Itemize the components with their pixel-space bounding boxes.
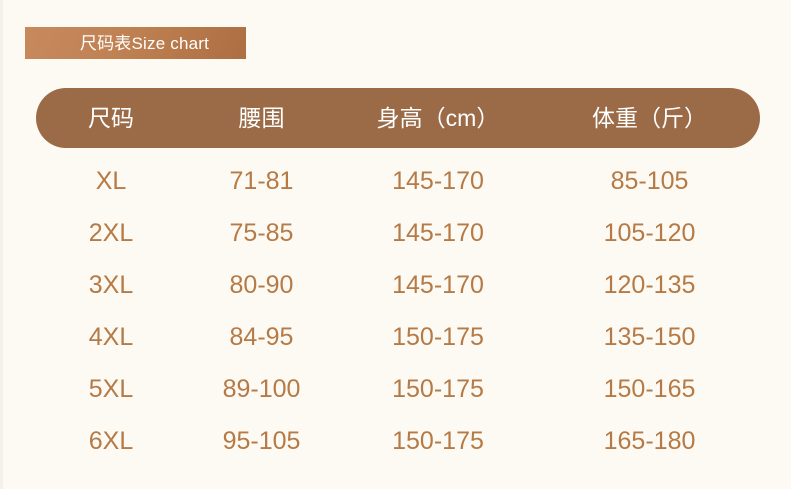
size-chart-title-banner: 尺码表Size chart — [25, 27, 246, 59]
cell-height: 145-170 — [392, 166, 484, 195]
cell-weight: 105-120 — [603, 218, 696, 247]
table-row: 6XL 95-105 150-175 165-180 — [36, 415, 760, 467]
cell-weight: 120-135 — [603, 270, 696, 299]
table-body: XL 71-81 145-170 85-105 2XL 75-85 145-17… — [36, 148, 760, 467]
cell-waist: 71-81 — [229, 166, 294, 195]
cell-height: 150-175 — [392, 322, 484, 351]
cell-waist: 89-100 — [222, 374, 301, 403]
table-row: 2XL 75-85 145-170 105-120 — [36, 207, 760, 259]
table-row: 4XL 84-95 150-175 135-150 — [36, 311, 760, 363]
cell-size: 4XL — [88, 322, 134, 351]
table-row: 3XL 80-90 145-170 120-135 — [36, 259, 760, 311]
column-header-weight: 体重（斤） — [592, 104, 707, 131]
table-row: 5XL 89-100 150-175 150-165 — [36, 363, 760, 415]
column-header-size: 尺码 — [88, 104, 134, 131]
cell-weight: 150-165 — [603, 374, 696, 403]
cell-weight: 85-105 — [610, 166, 689, 195]
size-chart-title-label: 尺码表Size chart — [79, 33, 210, 53]
cell-height: 145-170 — [392, 270, 484, 299]
table-row: XL 71-81 145-170 85-105 — [36, 155, 760, 207]
cell-weight: 165-180 — [603, 426, 696, 455]
cell-waist: 75-85 — [229, 218, 294, 247]
cell-weight: 135-150 — [603, 322, 696, 351]
column-header-height: 身高（cm） — [376, 104, 500, 131]
cell-size: 5XL — [88, 374, 134, 403]
cell-waist: 80-90 — [229, 270, 294, 299]
size-chart-table: 尺码 腰围 身高（cm） 体重（斤） XL 71-81 145-170 85-1… — [36, 88, 760, 467]
cell-size: 3XL — [88, 270, 134, 299]
cell-height: 150-175 — [392, 374, 484, 403]
cell-height: 145-170 — [392, 218, 484, 247]
column-header-waist: 腰围 — [238, 104, 285, 131]
cell-waist: 95-105 — [222, 426, 301, 455]
cell-height: 150-175 — [392, 426, 484, 455]
cell-waist: 84-95 — [229, 322, 294, 351]
cell-size: 6XL — [88, 426, 134, 455]
table-header-row: 尺码 腰围 身高（cm） 体重（斤） — [36, 88, 760, 148]
cell-size: XL — [95, 166, 127, 195]
cell-size: 2XL — [88, 218, 134, 247]
